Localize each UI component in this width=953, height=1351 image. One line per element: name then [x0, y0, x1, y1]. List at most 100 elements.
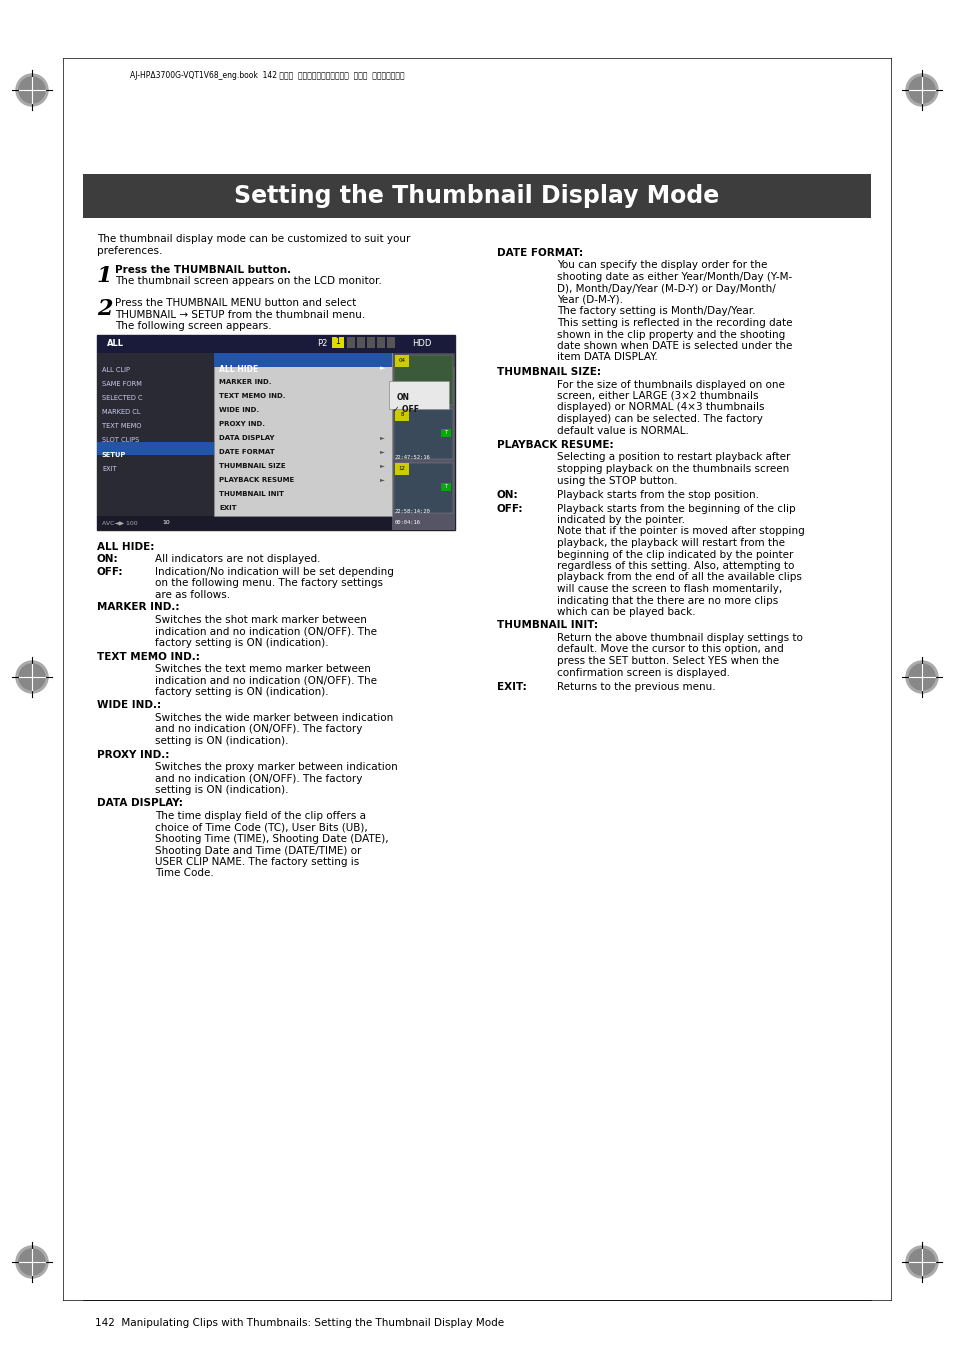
- Circle shape: [905, 1246, 937, 1278]
- Text: 142  Manipulating Clips with Thumbnails: Setting the Thumbnail Display Mode: 142 Manipulating Clips with Thumbnails: …: [95, 1319, 503, 1328]
- Circle shape: [905, 661, 937, 693]
- Text: OFF:: OFF:: [497, 504, 523, 513]
- Bar: [395, 355, 409, 367]
- Text: Switches the text memo marker between: Switches the text memo marker between: [154, 663, 371, 674]
- Text: 12: 12: [398, 466, 405, 471]
- Text: ALL CLIP: ALL CLIP: [102, 367, 130, 373]
- Bar: [97, 335, 455, 353]
- Text: WIDE IND.: WIDE IND.: [219, 407, 259, 413]
- Text: USER CLIP NAME. The factory setting is: USER CLIP NAME. The factory setting is: [154, 857, 359, 867]
- Bar: [213, 353, 392, 367]
- Text: D), Month/Day/Year (M-D-Y) or Day/Month/: D), Month/Day/Year (M-D-Y) or Day/Month/: [557, 284, 775, 293]
- Text: EXIT: EXIT: [219, 505, 236, 511]
- Text: The thumbnail screen appears on the LCD monitor.: The thumbnail screen appears on the LCD …: [115, 277, 381, 286]
- Text: and no indication (ON/OFF). The factory: and no indication (ON/OFF). The factory: [154, 774, 362, 784]
- Text: on the following menu. The factory settings: on the following menu. The factory setti…: [154, 578, 382, 589]
- Text: indication and no indication (ON/OFF). The: indication and no indication (ON/OFF). T…: [154, 676, 376, 685]
- Text: For the size of thumbnails displayed on one: For the size of thumbnails displayed on …: [557, 380, 784, 389]
- Text: date shown when DATE is selected under the: date shown when DATE is selected under t…: [557, 340, 792, 351]
- Text: playback from the end of all the available clips: playback from the end of all the availab…: [557, 573, 801, 582]
- Text: are as follows.: are as follows.: [154, 590, 230, 600]
- Text: Shooting Time (TIME), Shooting Date (DATE),: Shooting Time (TIME), Shooting Date (DAT…: [154, 834, 388, 844]
- Text: displayed) can be selected. The factory: displayed) can be selected. The factory: [557, 413, 762, 424]
- Text: 10: 10: [162, 520, 170, 526]
- Text: 1: 1: [335, 338, 340, 346]
- Bar: [213, 353, 392, 516]
- Text: DATE FORMAT:: DATE FORMAT:: [497, 249, 582, 258]
- Text: Switches the shot mark marker between: Switches the shot mark marker between: [154, 615, 367, 626]
- Text: Returns to the previous menu.: Returns to the previous menu.: [557, 682, 715, 692]
- Circle shape: [16, 74, 48, 105]
- Text: PROXY IND.: PROXY IND.: [219, 422, 265, 427]
- Text: using the STOP button.: using the STOP button.: [557, 476, 677, 485]
- Text: 22:47:52:16: 22:47:52:16: [395, 455, 431, 459]
- Text: 22:58:14:20: 22:58:14:20: [395, 509, 431, 513]
- Bar: [392, 367, 455, 530]
- Bar: [97, 335, 455, 530]
- Text: The factory setting is Month/Day/Year.: The factory setting is Month/Day/Year.: [557, 307, 755, 316]
- Text: factory setting is ON (indication).: factory setting is ON (indication).: [154, 688, 328, 697]
- Text: SELECTED C: SELECTED C: [102, 394, 143, 401]
- Text: DATE FORMAT: DATE FORMAT: [219, 449, 274, 455]
- Text: Selecting a position to restart playback after: Selecting a position to restart playback…: [557, 453, 789, 462]
- Text: HDD: HDD: [412, 339, 431, 349]
- Text: confirmation screen is displayed.: confirmation screen is displayed.: [557, 667, 729, 677]
- Bar: [376, 336, 385, 349]
- Text: indicating that the there are no more clips: indicating that the there are no more cl…: [557, 596, 778, 605]
- Circle shape: [16, 1246, 48, 1278]
- Bar: [394, 355, 453, 405]
- Bar: [347, 336, 355, 349]
- Bar: [440, 484, 451, 490]
- Bar: [97, 353, 455, 530]
- Text: You can specify the display order for the: You can specify the display order for th…: [557, 261, 766, 270]
- Bar: [367, 336, 375, 349]
- Text: stopping playback on the thumbnails screen: stopping playback on the thumbnails scre…: [557, 463, 788, 474]
- Text: Shooting Date and Time (DATE/TIME) or: Shooting Date and Time (DATE/TIME) or: [154, 846, 361, 855]
- Text: Year (D-M-Y).: Year (D-M-Y).: [557, 295, 622, 305]
- Text: Playback starts from the stop position.: Playback starts from the stop position.: [557, 490, 759, 500]
- Circle shape: [905, 74, 937, 105]
- Text: will cause the screen to flash momentarily,: will cause the screen to flash momentari…: [557, 584, 781, 594]
- Text: 04: 04: [398, 358, 405, 363]
- Text: EXIT:: EXIT:: [497, 682, 526, 692]
- Text: ALL HIDE:: ALL HIDE:: [97, 542, 154, 553]
- Text: AVC◄▶ 100: AVC◄▶ 100: [102, 520, 137, 526]
- Text: AJ-HPΔ3700G-VQT1V68_eng.book  142 ページ  ２００８年１０月１５日  水曜日  午後６時３８分: AJ-HPΔ3700G-VQT1V68_eng.book 142 ページ ２００…: [130, 70, 404, 80]
- Text: MARKED CL: MARKED CL: [102, 409, 140, 415]
- Circle shape: [19, 1250, 45, 1275]
- Text: T: T: [444, 485, 447, 489]
- Circle shape: [908, 77, 934, 103]
- Bar: [83, 174, 870, 218]
- Text: 2: 2: [97, 299, 112, 320]
- Bar: [97, 442, 213, 455]
- Bar: [97, 516, 455, 530]
- Bar: [387, 336, 395, 349]
- Circle shape: [16, 661, 48, 693]
- Text: and no indication (ON/OFF). The factory: and no indication (ON/OFF). The factory: [154, 724, 362, 735]
- Text: ►: ►: [379, 463, 384, 467]
- Text: shown in the clip property and the shooting: shown in the clip property and the shoot…: [557, 330, 784, 339]
- Text: ►: ►: [379, 449, 384, 454]
- Text: DATA DISPLAY: DATA DISPLAY: [219, 435, 274, 440]
- Text: press the SET button. Select YES when the: press the SET button. Select YES when th…: [557, 657, 779, 666]
- Text: screen, either LARGE (3×2 thumbnails: screen, either LARGE (3×2 thumbnails: [557, 390, 758, 401]
- Text: ON: ON: [396, 393, 410, 403]
- Circle shape: [19, 77, 45, 103]
- Text: MARKER IND.:: MARKER IND.:: [97, 603, 179, 612]
- Text: beginning of the clip indicated by the pointer: beginning of the clip indicated by the p…: [557, 550, 793, 559]
- Text: ALL: ALL: [107, 339, 124, 349]
- Text: preferences.: preferences.: [97, 246, 162, 255]
- Text: P2: P2: [316, 339, 327, 349]
- Text: THUMBNAIL SIZE:: THUMBNAIL SIZE:: [497, 367, 600, 377]
- Text: displayed) or NORMAL (4×3 thumbnails: displayed) or NORMAL (4×3 thumbnails: [557, 403, 763, 412]
- Text: The following screen appears.: The following screen appears.: [115, 322, 272, 331]
- Bar: [332, 336, 344, 349]
- Text: default. Move the cursor to this option, and: default. Move the cursor to this option,…: [557, 644, 783, 654]
- Bar: [394, 409, 453, 459]
- Text: TEXT MEMO: TEXT MEMO: [102, 423, 141, 430]
- Text: THUMBNAIL INIT:: THUMBNAIL INIT:: [497, 620, 598, 631]
- Text: TEXT MEMO IND.:: TEXT MEMO IND.:: [97, 651, 200, 662]
- Text: All indicators are not displayed.: All indicators are not displayed.: [154, 554, 320, 565]
- Text: indication and no indication (ON/OFF). The: indication and no indication (ON/OFF). T…: [154, 627, 376, 636]
- Text: EXIT: EXIT: [102, 466, 116, 471]
